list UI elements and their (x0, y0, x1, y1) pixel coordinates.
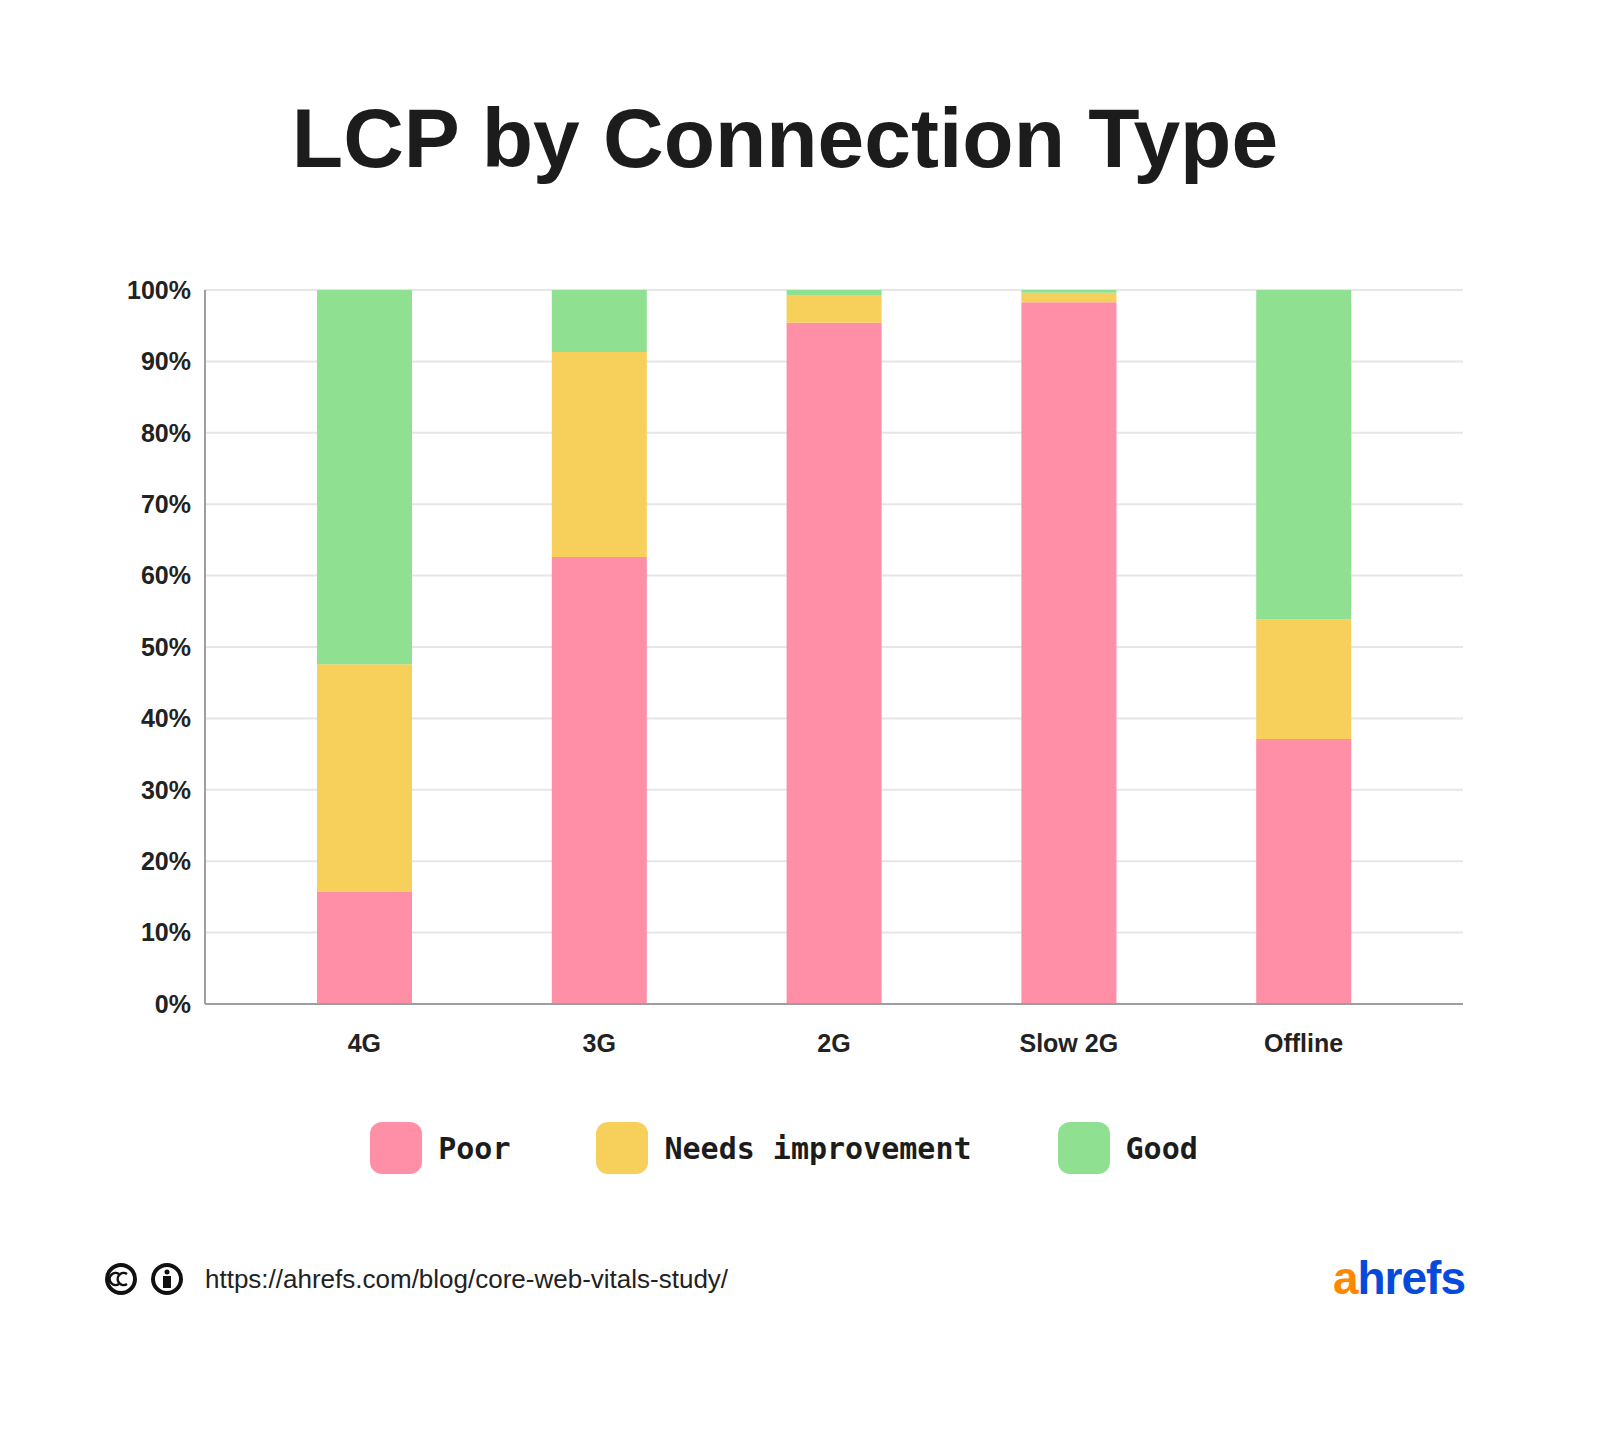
svg-text:Offline: Offline (1264, 1029, 1343, 1057)
svg-text:30%: 30% (141, 776, 191, 804)
html-text:Poor: Poor (438, 1130, 511, 1166)
svg-text:100%: 100% (127, 276, 191, 304)
svg-text:10%: 10% (141, 918, 191, 946)
svg-text:4G: 4G (348, 1029, 381, 1057)
svg-text:40%: 40% (141, 704, 191, 732)
html-text:Needs improvement: Needs improvement (664, 1130, 972, 1166)
svg-text:0%: 0% (155, 990, 191, 1018)
svg-text:Slow 2G: Slow 2G (1019, 1029, 1118, 1057)
svg-text:70%: 70% (141, 490, 191, 518)
svg-text:90%: 90% (141, 347, 191, 375)
html-text:a hrefs: a hrefs (1332, 1252, 1465, 1304)
svg-text:2G: 2G (817, 1029, 850, 1057)
html-text:LCP by Connection Type: LCP by Connection Type (291, 91, 1279, 185)
svg-text:80%: 80% (141, 419, 191, 447)
svg-text:3G: 3G (583, 1029, 616, 1057)
html-text:Good: Good (1125, 1130, 1198, 1166)
svg-text:20%: 20% (141, 847, 191, 875)
html-text:https://ahrefs.com/blog/core-w: https://ahrefs.com/blog/core-web-vitals-… (205, 1264, 729, 1294)
svg-text:60%: 60% (141, 561, 191, 589)
svg-text:50%: 50% (141, 633, 191, 661)
